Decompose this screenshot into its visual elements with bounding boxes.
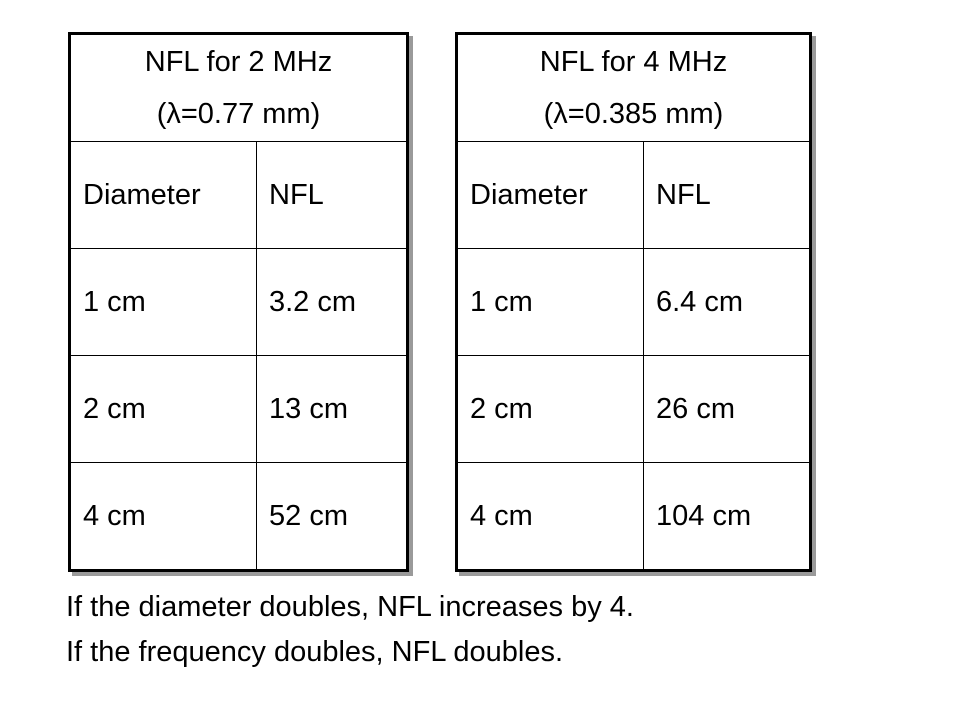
column-header-nfl: NFL <box>643 141 811 249</box>
explanation-notes: If the diameter doubles, NFL increases b… <box>66 585 634 675</box>
column-header-diameter: Diameter <box>456 141 644 249</box>
nfl-cell: 6.4 cm <box>643 248 811 356</box>
column-header-diameter: Diameter <box>69 141 257 249</box>
nfl-cell: 3.2 cm <box>256 248 408 356</box>
table-wavelength: (λ=0.77 mm) <box>156 98 321 130</box>
table-title: NFL for 4 MHz <box>539 46 728 78</box>
table-row: 4 cm 104 cm <box>456 462 811 571</box>
table-title: NFL for 2 MHz <box>144 46 333 78</box>
table-row: 1 cm 6.4 cm <box>456 248 811 356</box>
diameter-cell: 2 cm <box>69 355 257 463</box>
nfl-cell: 52 cm <box>256 462 408 571</box>
table-row: 2 cm 13 cm <box>69 355 408 463</box>
nfl-cell: 13 cm <box>256 355 408 463</box>
diameter-cell: 1 cm <box>456 248 644 356</box>
diameter-cell: 4 cm <box>456 462 644 571</box>
nfl-table-4mhz: NFL for 4 MHz (λ=0.385 mm) Diameter NFL … <box>455 32 812 572</box>
diameter-cell: 4 cm <box>69 462 257 571</box>
note-diameter: If the diameter doubles, NFL increases b… <box>66 591 634 623</box>
nfl-cell: 26 cm <box>643 355 811 463</box>
nfl-table-2mhz: NFL for 2 MHz (λ=0.77 mm) Diameter NFL 1… <box>68 32 409 572</box>
note-frequency: If the frequency doubles, NFL doubles. <box>66 636 564 668</box>
table-title-cell: NFL for 2 MHz (λ=0.77 mm) <box>69 33 408 142</box>
table-row: 1 cm 3.2 cm <box>69 248 408 356</box>
column-header-nfl: NFL <box>256 141 408 249</box>
nfl-cell: 104 cm <box>643 462 811 571</box>
table-row: 4 cm 52 cm <box>69 462 408 571</box>
table-wavelength: (λ=0.385 mm) <box>543 98 724 130</box>
diameter-cell: 1 cm <box>69 248 257 356</box>
diameter-cell: 2 cm <box>456 355 644 463</box>
table-title-cell: NFL for 4 MHz (λ=0.385 mm) <box>456 33 811 142</box>
table-row: 2 cm 26 cm <box>456 355 811 463</box>
